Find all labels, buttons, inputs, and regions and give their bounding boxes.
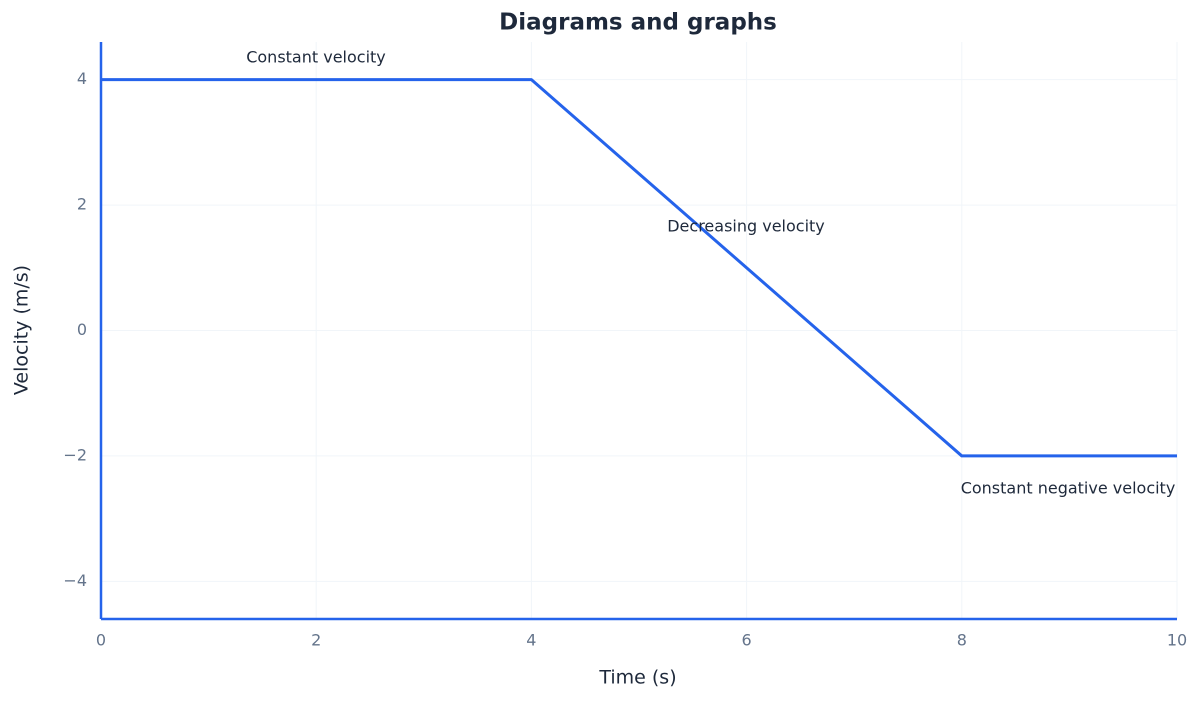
annotation: Constant velocity [246, 48, 386, 67]
data-line [101, 78, 1177, 458]
x-tick-label: 8 [957, 631, 967, 650]
y-tick-label: 2 [77, 195, 87, 214]
y-tick-label: 0 [77, 320, 87, 339]
x-tick-label: 4 [526, 631, 536, 650]
y-tick-label: −2 [63, 445, 87, 464]
x-axis-label: Time (s) [598, 667, 676, 689]
y-axis-label: Velocity (m/s) [11, 265, 33, 395]
x-tick-label: 6 [742, 631, 752, 650]
chart-title: Diagrams and graphs [499, 10, 777, 36]
y-tick-label: 4 [77, 69, 87, 88]
y-tick-label: −4 [63, 571, 87, 590]
x-tick-label: 10 [1167, 631, 1187, 650]
x-tick-label: 2 [311, 631, 321, 650]
x-tick-label: 0 [96, 631, 106, 650]
annotation: Decreasing velocity [667, 217, 825, 236]
annotation: Constant negative velocity [961, 479, 1176, 498]
